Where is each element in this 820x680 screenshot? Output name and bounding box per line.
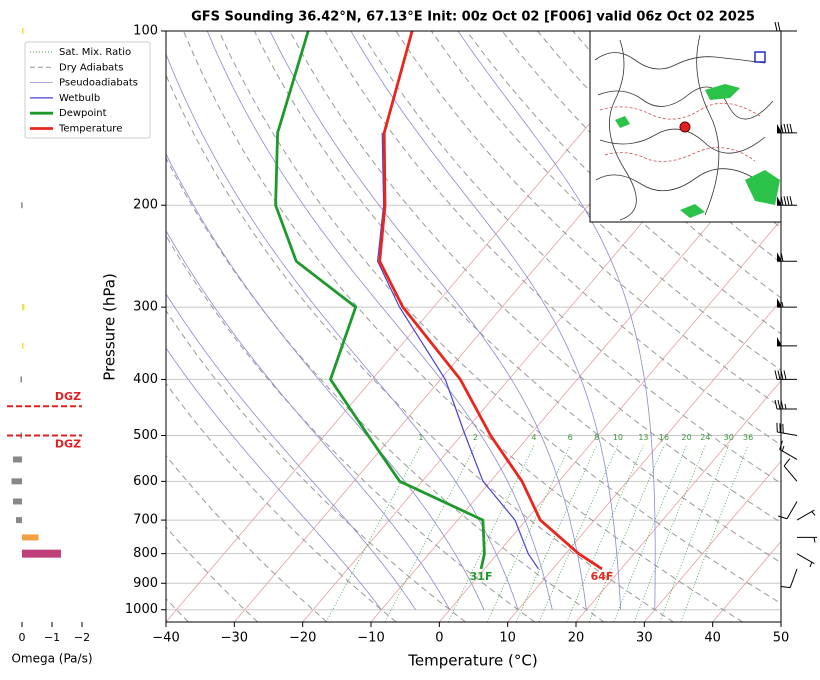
- mixing-ratio-label: 24: [700, 433, 710, 442]
- x-tick-label: 0: [435, 631, 443, 646]
- surface-label: 31F: [470, 570, 493, 583]
- mixing-ratio-label: 6: [568, 433, 573, 442]
- mixing-ratio-label: 2: [473, 433, 478, 442]
- x-tick-label: 50: [773, 631, 790, 646]
- dgz-label: DGZ: [55, 390, 81, 403]
- y-tick-label: 600: [133, 474, 158, 489]
- mixing-ratio-label: 20: [682, 433, 692, 442]
- y-tick-label: 1000: [125, 602, 158, 617]
- mixing-ratio-label: 13: [638, 433, 648, 442]
- omega-bar: [13, 456, 22, 462]
- mixing-ratio-label: 1: [418, 433, 423, 442]
- x-tick-label: 40: [704, 631, 721, 646]
- legend-label: Sat. Mix. Ratio: [59, 47, 131, 58]
- surface-label: 64F: [591, 570, 614, 583]
- mixing-ratio-label: 4: [531, 433, 536, 442]
- y-tick-label: 500: [133, 428, 158, 443]
- mixing-ratio-label: 16: [659, 433, 669, 442]
- x-tick-label: −40: [152, 631, 179, 646]
- omega-tick-label: 0: [19, 631, 26, 644]
- x-tick-label: 20: [568, 631, 585, 646]
- omega-bar: [12, 478, 23, 484]
- omega-bar: [22, 304, 24, 310]
- y-tick-label: 400: [133, 372, 158, 387]
- map-location: [680, 122, 690, 132]
- omega-bar: [13, 498, 22, 504]
- dgz-label: DGZ: [55, 438, 81, 451]
- omega-tick-label: −2: [74, 631, 90, 644]
- omega-bar: [22, 28, 24, 34]
- legend-label: Dry Adiabats: [59, 62, 123, 73]
- y-tick-label: 200: [133, 198, 158, 213]
- legend-label: Pseudoadiabats: [59, 78, 138, 89]
- mixing-ratio-label: 8: [594, 433, 599, 442]
- y-tick-label: 800: [133, 546, 158, 561]
- x-tick-label: −30: [221, 631, 248, 646]
- y-tick-label: 900: [133, 576, 158, 591]
- omega-bar: [21, 202, 23, 208]
- x-tick-label: −10: [357, 631, 384, 646]
- inset-map: [590, 31, 781, 222]
- legend-label: Dewpoint: [59, 108, 107, 119]
- omega-bar: [22, 550, 61, 558]
- omega-bar: [21, 376, 23, 382]
- y-axis-label: Pressure (hPa): [101, 273, 119, 381]
- legend-label: Wetbulb: [59, 93, 100, 104]
- mixing-ratio-label: 30: [724, 433, 734, 442]
- x-tick-label: 10: [499, 631, 516, 646]
- omega-tick-label: −1: [44, 631, 60, 644]
- y-tick-label: 300: [133, 300, 158, 315]
- legend-label: Temperature: [58, 124, 122, 135]
- y-tick-label: 100: [133, 24, 158, 39]
- x-axis-label: Temperature (°C): [407, 652, 537, 670]
- omega-bar: [22, 534, 39, 540]
- x-tick-label: −20: [289, 631, 316, 646]
- omega-bar: [16, 517, 22, 523]
- omega-bar: [22, 343, 24, 349]
- x-tick-label: 30: [636, 631, 653, 646]
- omega-axis-label: Omega (Pa/s): [11, 652, 92, 666]
- mixing-ratio-label: 10: [613, 433, 623, 442]
- legend: Sat. Mix. Ratio Dry Adiabats Pseudoadiabat…: [25, 42, 150, 138]
- y-tick-label: 700: [133, 513, 158, 528]
- chart-title: GFS Sounding 36.42°N, 67.13°E Init: 00z …: [191, 10, 755, 25]
- mixing-ratio-label: 36: [743, 433, 753, 442]
